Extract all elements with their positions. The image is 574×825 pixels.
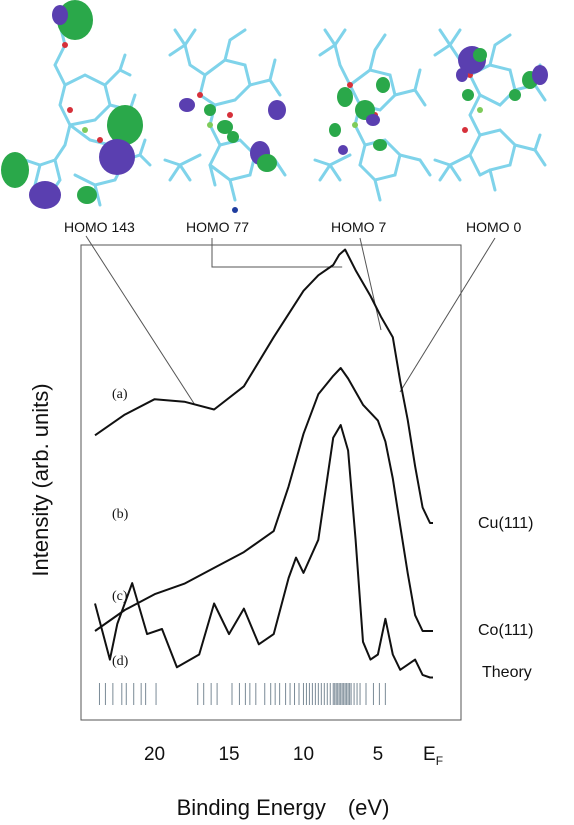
- trace-1: [94, 248, 433, 524]
- molecule-illustrations: [1, 0, 548, 213]
- trace-side-label-1: Cu(111): [478, 515, 533, 532]
- molecule-homo-143: [1, 0, 152, 209]
- trace-3: [94, 424, 433, 679]
- orbital-labels: HOMO 143 HOMO 77 HOMO 7 HOMO 0: [64, 219, 521, 406]
- x-tick-label-15: 15: [218, 744, 239, 765]
- orbital-leader-1: [85, 235, 196, 406]
- x-axis-unit: (eV): [348, 795, 390, 820]
- x-tick-label-10: 10: [293, 744, 314, 765]
- trace-2: [94, 367, 433, 632]
- theory-tag: (d): [112, 654, 129, 669]
- trace-tag-3: (c): [112, 589, 128, 604]
- fermi-subscript: F: [436, 754, 443, 768]
- trace-tag-2: (b): [112, 507, 129, 522]
- theory-level-lines: [98, 683, 386, 705]
- spectra: [94, 248, 433, 679]
- fermi-label: E: [423, 744, 436, 765]
- orbital-label-3: HOMO 7: [331, 219, 386, 235]
- trace-side-label-3: Theory: [482, 664, 532, 681]
- fermi-level-tick: EF: [423, 744, 443, 768]
- orbital-leader-3: [359, 237, 382, 331]
- orbital-label-4: HOMO 0: [466, 219, 521, 235]
- x-tick-label-20: 20: [144, 744, 165, 765]
- y-axis-label: Intensity (arb. units): [28, 383, 53, 576]
- plot-frame: [80, 244, 462, 721]
- x-tick-label-5: 5: [373, 744, 384, 765]
- molecule-homo-77: [163, 28, 287, 213]
- x-axis-title: Binding Energy: [177, 795, 326, 820]
- trace-labels: (a) Cu(111) (b) Co(111) (c) Theory (d): [112, 387, 533, 681]
- orbital-label-2: HOMO 77: [186, 219, 249, 235]
- trace-side-label-2: Co(111): [478, 622, 533, 639]
- x-axis-label: Binding Energy (eV): [177, 795, 390, 820]
- orbital-leader-2: [211, 238, 343, 268]
- trace-tag-1: (a): [112, 387, 128, 402]
- x-axis-ticks: 20 15 10 5: [144, 744, 383, 765]
- orbital-leader-4: [399, 237, 496, 393]
- molecule-homo-7: [313, 28, 432, 202]
- orbital-label-1: HOMO 143: [64, 219, 135, 235]
- molecule-homo-0: [433, 28, 548, 192]
